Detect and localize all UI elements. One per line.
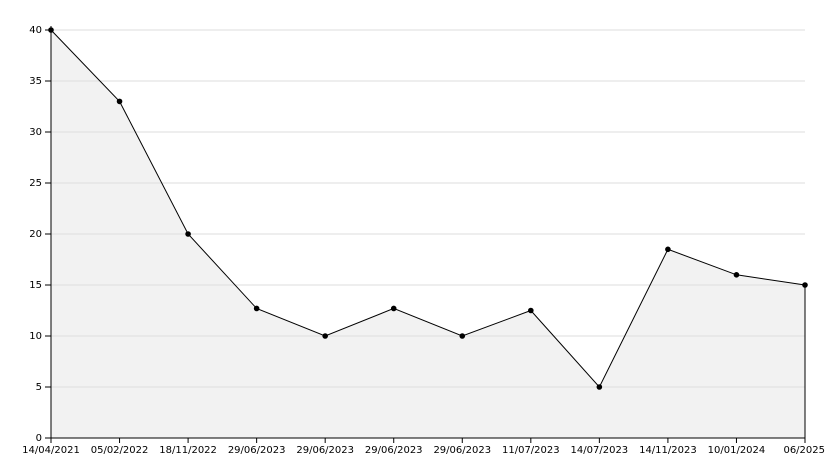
- point: [528, 307, 534, 314]
- point: [596, 384, 603, 390]
- x-tick-label: 29/06/2023: [296, 445, 354, 456]
- point: [459, 333, 466, 339]
- y-tick-label: 10: [29, 331, 42, 342]
- y-tick-label: 5: [36, 382, 42, 393]
- y-tick-label: 35: [29, 76, 42, 87]
- y-tick-label: 0: [36, 433, 42, 444]
- y-tick-label: 40: [29, 25, 42, 36]
- y-tick-label: 30: [29, 127, 42, 138]
- point: [802, 282, 808, 288]
- point: [665, 246, 671, 253]
- x-tick-label: 06/2025: [783, 445, 825, 456]
- x-tick-label: 18/11/2022: [159, 445, 217, 456]
- y-tick-label: 15: [29, 280, 42, 291]
- point: [185, 231, 191, 237]
- point: [390, 305, 397, 312]
- x-tick-label: 14/07/2023: [571, 445, 629, 456]
- x-tick-label: 10/01/2024: [708, 445, 766, 456]
- y-tick-label: 25: [29, 178, 42, 189]
- y-tick-label: 20: [29, 229, 42, 240]
- point: [116, 98, 123, 105]
- x-tick-label: 14/11/2023: [639, 445, 697, 456]
- x-tick-label: 29/06/2023: [365, 445, 423, 456]
- x-tick-label: 05/02/2022: [91, 445, 149, 456]
- x-tick-label: 14/04/2021: [22, 445, 80, 456]
- point: [322, 333, 328, 339]
- point: [48, 27, 54, 33]
- line: [50, 29, 806, 388]
- x-tick-label: 29/06/2023: [433, 445, 491, 456]
- point: [253, 305, 260, 312]
- x-tick-label: 29/06/2023: [228, 445, 286, 456]
- x-tick-label: 11/07/2023: [502, 445, 560, 456]
- point: [733, 272, 740, 278]
